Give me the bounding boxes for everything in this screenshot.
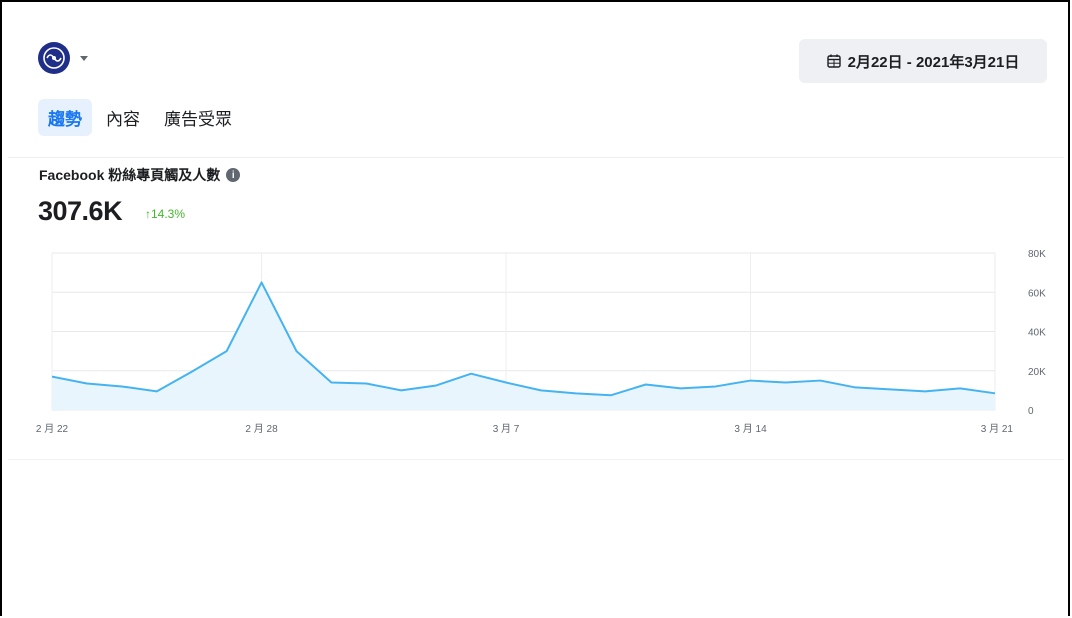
data-point <box>679 386 683 390</box>
x-tick-label: 3 月 21 <box>981 423 1014 435</box>
tab-bar: 趨勢 內容 廣告受眾 <box>38 99 246 136</box>
data-point <box>85 382 89 386</box>
bottom-divider <box>8 459 1064 460</box>
data-point <box>50 375 54 379</box>
y-tick-label: 40K <box>1028 328 1046 339</box>
tab-audience[interactable]: 廣告受眾 <box>164 110 232 129</box>
data-point <box>434 383 438 387</box>
caret-down-icon[interactable] <box>80 55 88 61</box>
data-point <box>399 388 403 392</box>
metric-title: Facebook 粉絲專頁觸及人數 i <box>39 165 241 185</box>
data-point <box>853 385 857 389</box>
data-point <box>644 382 648 386</box>
data-point <box>574 391 578 395</box>
data-point <box>749 379 753 383</box>
tab-trends[interactable]: 趨勢 <box>38 99 92 136</box>
data-point <box>469 372 473 376</box>
calendar-icon <box>826 54 841 68</box>
metric-change: ↑14.3% <box>145 207 186 221</box>
data-point <box>155 389 159 393</box>
data-point <box>190 370 194 374</box>
reach-chart: 80K 60K 40K 20K 0 2 月 22 2 月 28 3 月 7 3 月 14 3 月 … <box>36 249 1046 435</box>
data-point <box>294 349 298 353</box>
section-divider <box>8 157 1064 158</box>
data-point <box>888 387 892 391</box>
data-point <box>783 381 787 385</box>
data-point <box>539 388 543 392</box>
tab-content[interactable]: 內容 <box>106 110 140 129</box>
data-point <box>225 349 229 353</box>
data-point <box>260 280 264 284</box>
y-tick-label: 80K <box>1028 249 1046 260</box>
y-tick-label: 0 <box>1028 406 1034 417</box>
data-point <box>993 391 997 395</box>
data-point <box>818 379 822 383</box>
series-area <box>52 282 995 410</box>
data-point <box>958 386 962 390</box>
x-tick-label: 2 月 22 <box>36 423 69 435</box>
data-point <box>364 382 368 386</box>
x-tick-label: 3 月 14 <box>734 423 767 435</box>
y-tick-label: 20K <box>1028 367 1046 378</box>
x-tick-label: 2 月 28 <box>245 423 278 435</box>
data-point <box>609 393 613 397</box>
data-point <box>120 384 124 388</box>
data-point <box>714 384 718 388</box>
date-range-button[interactable]: 2月22日 - 2021年3月21日 <box>799 39 1047 83</box>
y-tick-label: 60K <box>1028 288 1046 299</box>
metric-value: 307.6K <box>38 196 123 226</box>
page-selector[interactable] <box>38 42 88 74</box>
metric-title-text: Facebook 粉絲專頁觸及人數 <box>39 167 221 183</box>
info-icon[interactable]: i <box>226 168 241 182</box>
x-tick-label: 3 月 7 <box>493 423 520 435</box>
data-point <box>504 381 508 385</box>
data-point <box>329 381 333 385</box>
data-point <box>923 389 927 393</box>
page-logo-icon[interactable] <box>38 42 70 74</box>
date-range-label: 2月22日 - 2021年3月21日 <box>847 53 1020 71</box>
series-line <box>51 281 996 397</box>
